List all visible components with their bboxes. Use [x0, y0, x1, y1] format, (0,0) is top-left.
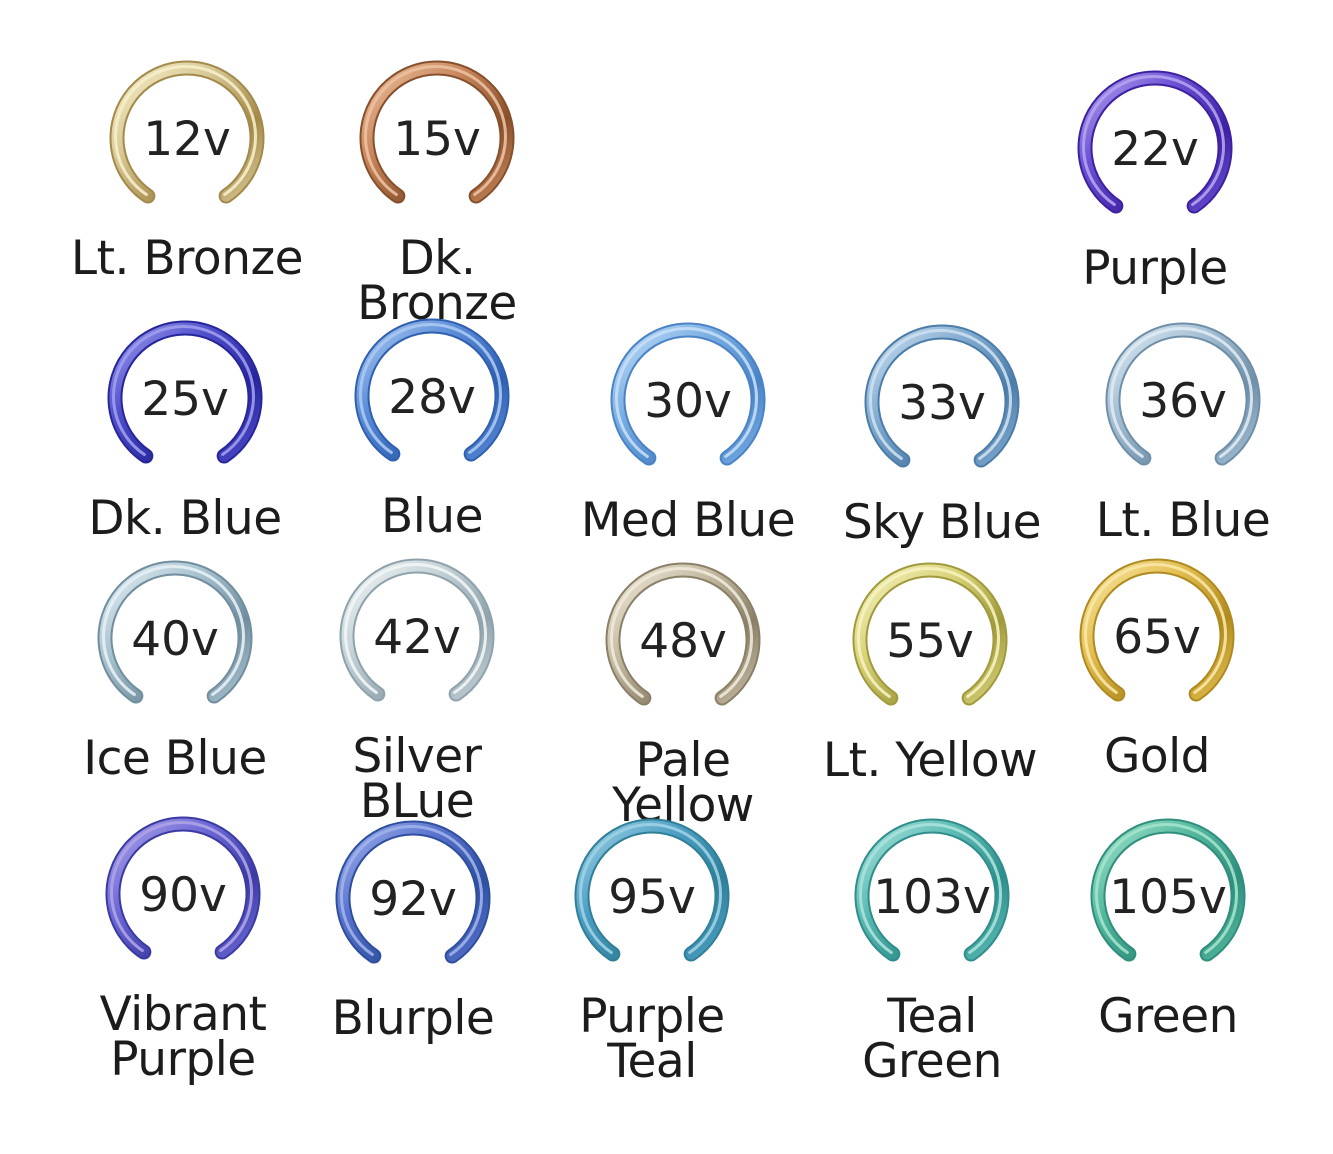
voltage-label: 36v	[1139, 374, 1227, 429]
voltage-label: 25v	[141, 372, 229, 427]
voltage-label: 28v	[388, 370, 476, 425]
ring-icon	[854, 818, 1010, 962]
ring-swatch-lt-yellow: 55v Lt. Yellow	[805, 560, 1055, 860]
voltage-label: 30v	[644, 374, 732, 429]
ring-highlight	[859, 822, 1002, 955]
ring-highlight	[869, 328, 1012, 461]
color-name-label: Dk. Bronze	[357, 231, 517, 331]
color-name-label: Blurple	[331, 991, 495, 1046]
color-name-label: Pale Yellow	[612, 733, 754, 833]
color-name-label: Lt. Bronze	[70, 231, 304, 286]
ring-icon	[864, 324, 1020, 468]
color-name-label: Lt. Blue	[1095, 493, 1271, 548]
ring-highlight	[1082, 74, 1225, 207]
color-name-label: Blue	[380, 489, 484, 544]
voltage-label: 65v	[1113, 610, 1201, 665]
ring-icon	[605, 562, 761, 706]
ring-highlight	[857, 566, 1000, 699]
ring-swatch-teal-green: 103v Teal Green	[807, 816, 1057, 1116]
ring-icon	[1105, 322, 1261, 466]
color-name-label: Sky Blue	[842, 495, 1042, 550]
ring-highlight	[1095, 822, 1238, 955]
ring-swatch-silver-blue: 42v Silver BLue	[292, 556, 542, 856]
ring-swatch-lt-blue: 36v Lt. Blue	[1058, 320, 1308, 620]
voltage-label: 105v	[1109, 870, 1227, 925]
ring-swatch-blue: 28v Blue	[307, 316, 557, 616]
color-name-label: Green	[1098, 989, 1238, 1044]
ring-icon	[574, 818, 730, 962]
ring-icon	[339, 558, 495, 702]
ring-highlight	[579, 822, 722, 955]
ring-icon	[1077, 70, 1233, 214]
color-name-label: Gold	[1103, 729, 1211, 784]
voltage-label: 90v	[139, 868, 227, 923]
ring-highlight	[610, 566, 753, 699]
ring-highlight	[114, 64, 257, 197]
voltage-label: 55v	[886, 614, 974, 669]
ring-icon	[852, 562, 1008, 706]
voltage-label: 40v	[131, 612, 219, 667]
ring-swatch-med-blue: 30v Med Blue	[563, 320, 813, 620]
voltage-label: 12v	[143, 112, 231, 167]
ring-highlight	[1084, 562, 1227, 695]
color-name-label: Silver BLue	[352, 729, 482, 829]
ring-icon	[354, 318, 510, 462]
color-name-label: Purple	[1082, 241, 1228, 296]
voltage-label: 92v	[369, 872, 457, 927]
ring-highlight	[112, 324, 255, 457]
ring-highlight	[344, 562, 487, 695]
ring-swatch-purple: 22v Purple	[1030, 68, 1280, 368]
voltage-label: 33v	[898, 376, 986, 431]
ring-swatch-dk-blue: 25v Dk. Blue	[60, 318, 310, 618]
ring-swatch-blurple: 92v Blurple	[288, 818, 538, 1118]
ring-highlight	[359, 322, 502, 455]
ring-highlight	[102, 564, 245, 697]
color-name-label: Teal Green	[862, 989, 1002, 1089]
ring-icon	[359, 60, 515, 204]
color-name-label: Lt. Yellow	[822, 733, 1038, 788]
voltage-label: 103v	[873, 870, 991, 925]
ring-highlight	[340, 824, 483, 957]
ring-icon	[97, 560, 253, 704]
ring-icon	[1079, 558, 1235, 702]
ring-swatch-lt-bronze: 12v Lt. Bronze	[62, 58, 312, 358]
ring-swatch-green: 105v Green	[1043, 816, 1293, 1116]
color-name-label: Dk. Blue	[88, 491, 282, 546]
ring-highlight	[1110, 326, 1253, 459]
ring-swatch-vibrant-purple: 90v Vibrant Purple	[58, 814, 308, 1114]
ring-highlight	[615, 326, 758, 459]
ring-swatch-dk-bronze: 15v Dk. Bronze	[312, 58, 562, 358]
ring-swatch-purple-teal: 95v Purple Teal	[527, 816, 777, 1116]
ring-icon	[105, 816, 261, 960]
ring-icon	[107, 320, 263, 464]
ring-swatch-gold: 65v Gold	[1032, 556, 1282, 856]
voltage-label: 22v	[1111, 122, 1199, 177]
ring-icon	[335, 820, 491, 964]
ring-highlight	[110, 820, 253, 953]
ring-icon	[1090, 818, 1246, 962]
ring-swatch-ice-blue: 40v Ice Blue	[50, 558, 300, 858]
ring-swatch-sky-blue: 33v Sky Blue	[817, 322, 1067, 622]
voltage-label: 48v	[639, 614, 727, 669]
color-name-label: Purple Teal	[579, 989, 725, 1089]
ring-swatch-pale-yellow: 48v Pale Yellow	[558, 560, 808, 860]
color-name-label: Ice Blue	[83, 731, 267, 786]
ring-highlight	[364, 64, 507, 197]
color-name-label: Med Blue	[580, 493, 796, 548]
ring-icon	[610, 322, 766, 466]
voltage-label: 15v	[393, 112, 481, 167]
voltage-label: 42v	[373, 610, 461, 665]
ring-icon	[109, 60, 265, 204]
color-name-label: Vibrant Purple	[99, 987, 267, 1087]
voltage-label: 95v	[608, 870, 696, 925]
